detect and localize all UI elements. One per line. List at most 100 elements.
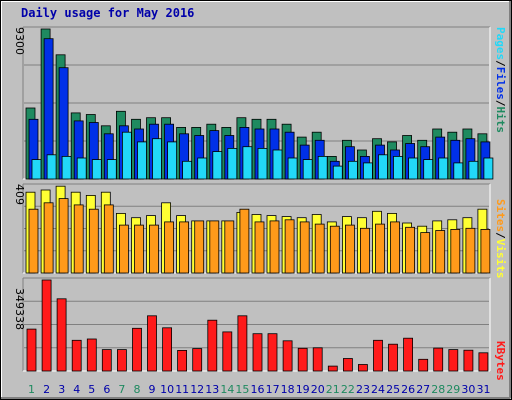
sites-bar-day-13 bbox=[209, 220, 220, 274]
pages-bar-day-25 bbox=[393, 155, 403, 180]
day-label-8: 8 bbox=[134, 383, 141, 396]
pages-bar-day-11 bbox=[182, 160, 193, 180]
sites-bar-day-1 bbox=[28, 208, 39, 274]
sites-bar-day-19 bbox=[299, 221, 310, 274]
day-label-22: 22 bbox=[341, 383, 355, 396]
sites-bar-day-14 bbox=[224, 220, 235, 274]
pages-bar-day-24 bbox=[378, 154, 388, 180]
legend-item--: / bbox=[494, 60, 507, 67]
kbytes-bar-day-13 bbox=[207, 319, 218, 372]
day-label-30: 30 bbox=[461, 383, 475, 396]
pages-bar-day-19 bbox=[302, 159, 313, 180]
sites-bar-day-25 bbox=[390, 221, 400, 274]
pages-bar-day-15 bbox=[242, 146, 253, 180]
legend-pages-files-hits: Pages/Files/Hits bbox=[494, 27, 507, 133]
day-label-3: 3 bbox=[58, 383, 65, 396]
pages-bar-day-30 bbox=[468, 160, 479, 180]
pages-bar-day-16 bbox=[257, 147, 268, 180]
kbytes-bar-day-26 bbox=[403, 337, 414, 372]
kbytes-bar-day-18 bbox=[282, 340, 293, 372]
kbytes-bar-day-10 bbox=[162, 327, 173, 372]
pages-bar-day-14 bbox=[227, 147, 238, 180]
kbytes-bar-day-16 bbox=[252, 333, 263, 372]
hits-files-pages-panel bbox=[22, 26, 494, 180]
legend-sites-visits: Sites/Visits bbox=[494, 199, 507, 279]
day-label-19: 19 bbox=[296, 383, 310, 396]
day-label-10: 10 bbox=[160, 383, 174, 396]
pages-bar-day-26 bbox=[408, 157, 419, 180]
sites-bar-day-15 bbox=[239, 208, 250, 274]
pages-bar-day-10 bbox=[167, 141, 178, 180]
kbytes-bar-day-22 bbox=[342, 358, 353, 372]
kbytes-bar-day-15 bbox=[237, 315, 248, 372]
sites-bar-day-5 bbox=[88, 208, 99, 274]
day-label-20: 20 bbox=[311, 383, 325, 396]
pages-bar-day-13 bbox=[212, 151, 223, 180]
day-label-12: 12 bbox=[190, 383, 204, 396]
pages-bar-day-22 bbox=[347, 160, 358, 180]
pages-bar-day-28 bbox=[438, 157, 449, 180]
kbytes-bar-day-2 bbox=[41, 279, 52, 372]
kbytes-bar-day-9 bbox=[147, 315, 157, 372]
sites-bar-day-16 bbox=[254, 221, 265, 274]
pages-bar-day-12 bbox=[197, 157, 208, 180]
legend-item--: / bbox=[494, 100, 507, 107]
pages-bar-day-29 bbox=[453, 162, 464, 180]
sites-bar-day-23 bbox=[359, 227, 370, 274]
sites-bar-day-6 bbox=[103, 204, 114, 274]
legend-item-sites: Sites bbox=[494, 199, 507, 232]
sites-bar-day-24 bbox=[375, 223, 385, 274]
day-label-6: 6 bbox=[103, 383, 110, 396]
day-label-28: 28 bbox=[431, 383, 445, 396]
pages-bar-day-27 bbox=[423, 159, 434, 180]
kbytes-bar-day-20 bbox=[312, 347, 323, 372]
sites-bar-day-29 bbox=[450, 228, 461, 274]
sites-bar-day-10 bbox=[164, 221, 175, 274]
sites-bar-day-26 bbox=[405, 226, 416, 274]
day-label-26: 26 bbox=[401, 383, 415, 396]
kbytes-bar-day-4 bbox=[71, 339, 82, 372]
day-label-14: 14 bbox=[220, 383, 234, 396]
sites-bar-day-28 bbox=[435, 230, 446, 274]
day-label-17: 17 bbox=[266, 383, 280, 396]
day-label-21: 21 bbox=[326, 383, 340, 396]
chart-title: Daily usage for May 2016 bbox=[21, 6, 194, 20]
kbytes-bar-day-19 bbox=[297, 347, 308, 372]
day-label-23: 23 bbox=[356, 383, 370, 396]
sites-bar-day-3 bbox=[58, 198, 69, 274]
day-label-4: 4 bbox=[73, 383, 80, 396]
day-label-1: 1 bbox=[28, 383, 35, 396]
sites-bar-day-17 bbox=[269, 220, 280, 274]
sites-bar-day-27 bbox=[420, 232, 431, 274]
legend-item--: / bbox=[494, 232, 507, 239]
kbytes-bar-day-14 bbox=[222, 331, 233, 372]
legend-item-hits: Hits bbox=[494, 107, 507, 134]
pages-bar-day-3 bbox=[61, 155, 72, 180]
kbytes-bar-day-12 bbox=[192, 348, 203, 372]
sites-bar-day-12 bbox=[194, 220, 205, 274]
day-label-5: 5 bbox=[88, 383, 95, 396]
pages-bar-day-9 bbox=[152, 138, 162, 180]
pages-bar-day-23 bbox=[362, 162, 373, 180]
sites-bar-day-2 bbox=[43, 202, 54, 274]
day-label-13: 13 bbox=[205, 383, 219, 396]
day-label-11: 11 bbox=[175, 383, 189, 396]
hits-axis-max-label: 9300 bbox=[13, 27, 26, 55]
pages-bar-day-31 bbox=[483, 157, 494, 180]
day-label-2: 2 bbox=[43, 383, 50, 396]
day-label-15: 15 bbox=[235, 383, 249, 396]
sites-bar-day-4 bbox=[73, 204, 84, 274]
kbytes-axis-max-label: 349338 bbox=[13, 288, 26, 330]
kbytes-bar-day-23 bbox=[357, 364, 368, 372]
day-label-16: 16 bbox=[251, 383, 265, 396]
day-label-9: 9 bbox=[149, 383, 156, 396]
kbytes-bar-day-5 bbox=[86, 338, 97, 372]
kbytes-bar-day-7 bbox=[117, 349, 127, 372]
day-label-27: 27 bbox=[416, 383, 430, 396]
kbytes-bar-day-30 bbox=[463, 349, 474, 372]
sites-bar-day-8 bbox=[134, 224, 144, 274]
kbytes-bar-day-24 bbox=[373, 339, 383, 372]
day-label-18: 18 bbox=[281, 383, 295, 396]
legend-kbytes: KBytes bbox=[494, 341, 507, 381]
